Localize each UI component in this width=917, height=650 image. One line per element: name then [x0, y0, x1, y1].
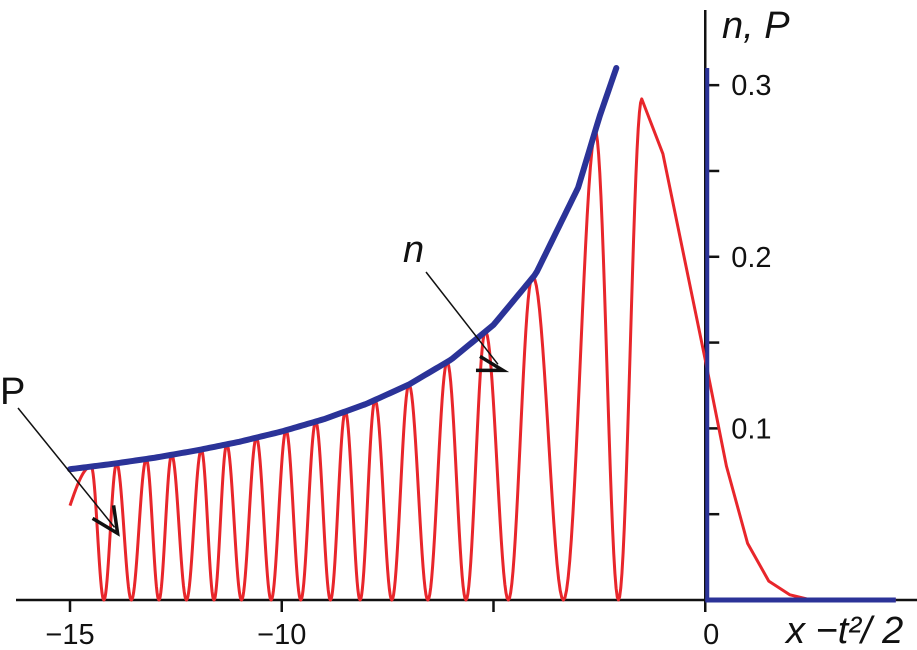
- annotation-n-label: n: [403, 229, 424, 271]
- y-tick-label: 0.1: [731, 413, 771, 445]
- series-n-line: [67, 65, 620, 473]
- y-tick-label: 0.3: [731, 70, 771, 102]
- annotation-p-line: [17, 407, 116, 528]
- x-tick-label: 0: [703, 619, 719, 650]
- annotation-p-label: P: [0, 371, 25, 413]
- x-axis-title: x −t²/ 2: [784, 610, 903, 650]
- y-axis-title: n, P: [722, 5, 790, 47]
- annotation-p-arrowhead: [91, 505, 120, 537]
- x-tick-label: −10: [257, 619, 306, 650]
- annotations: [17, 271, 510, 537]
- x-tick-label: −15: [45, 619, 94, 650]
- annotation-n-arrowhead: [475, 354, 510, 373]
- labels: x −t²/ 2 n, P n P −15 −10 0 0.1 0.2 0.3: [0, 5, 903, 650]
- y-tick-label: 0.2: [731, 242, 771, 274]
- series-p-line: [68, 97, 896, 602]
- series-layer: [67, 65, 896, 603]
- annotation-n-line: [425, 271, 499, 365]
